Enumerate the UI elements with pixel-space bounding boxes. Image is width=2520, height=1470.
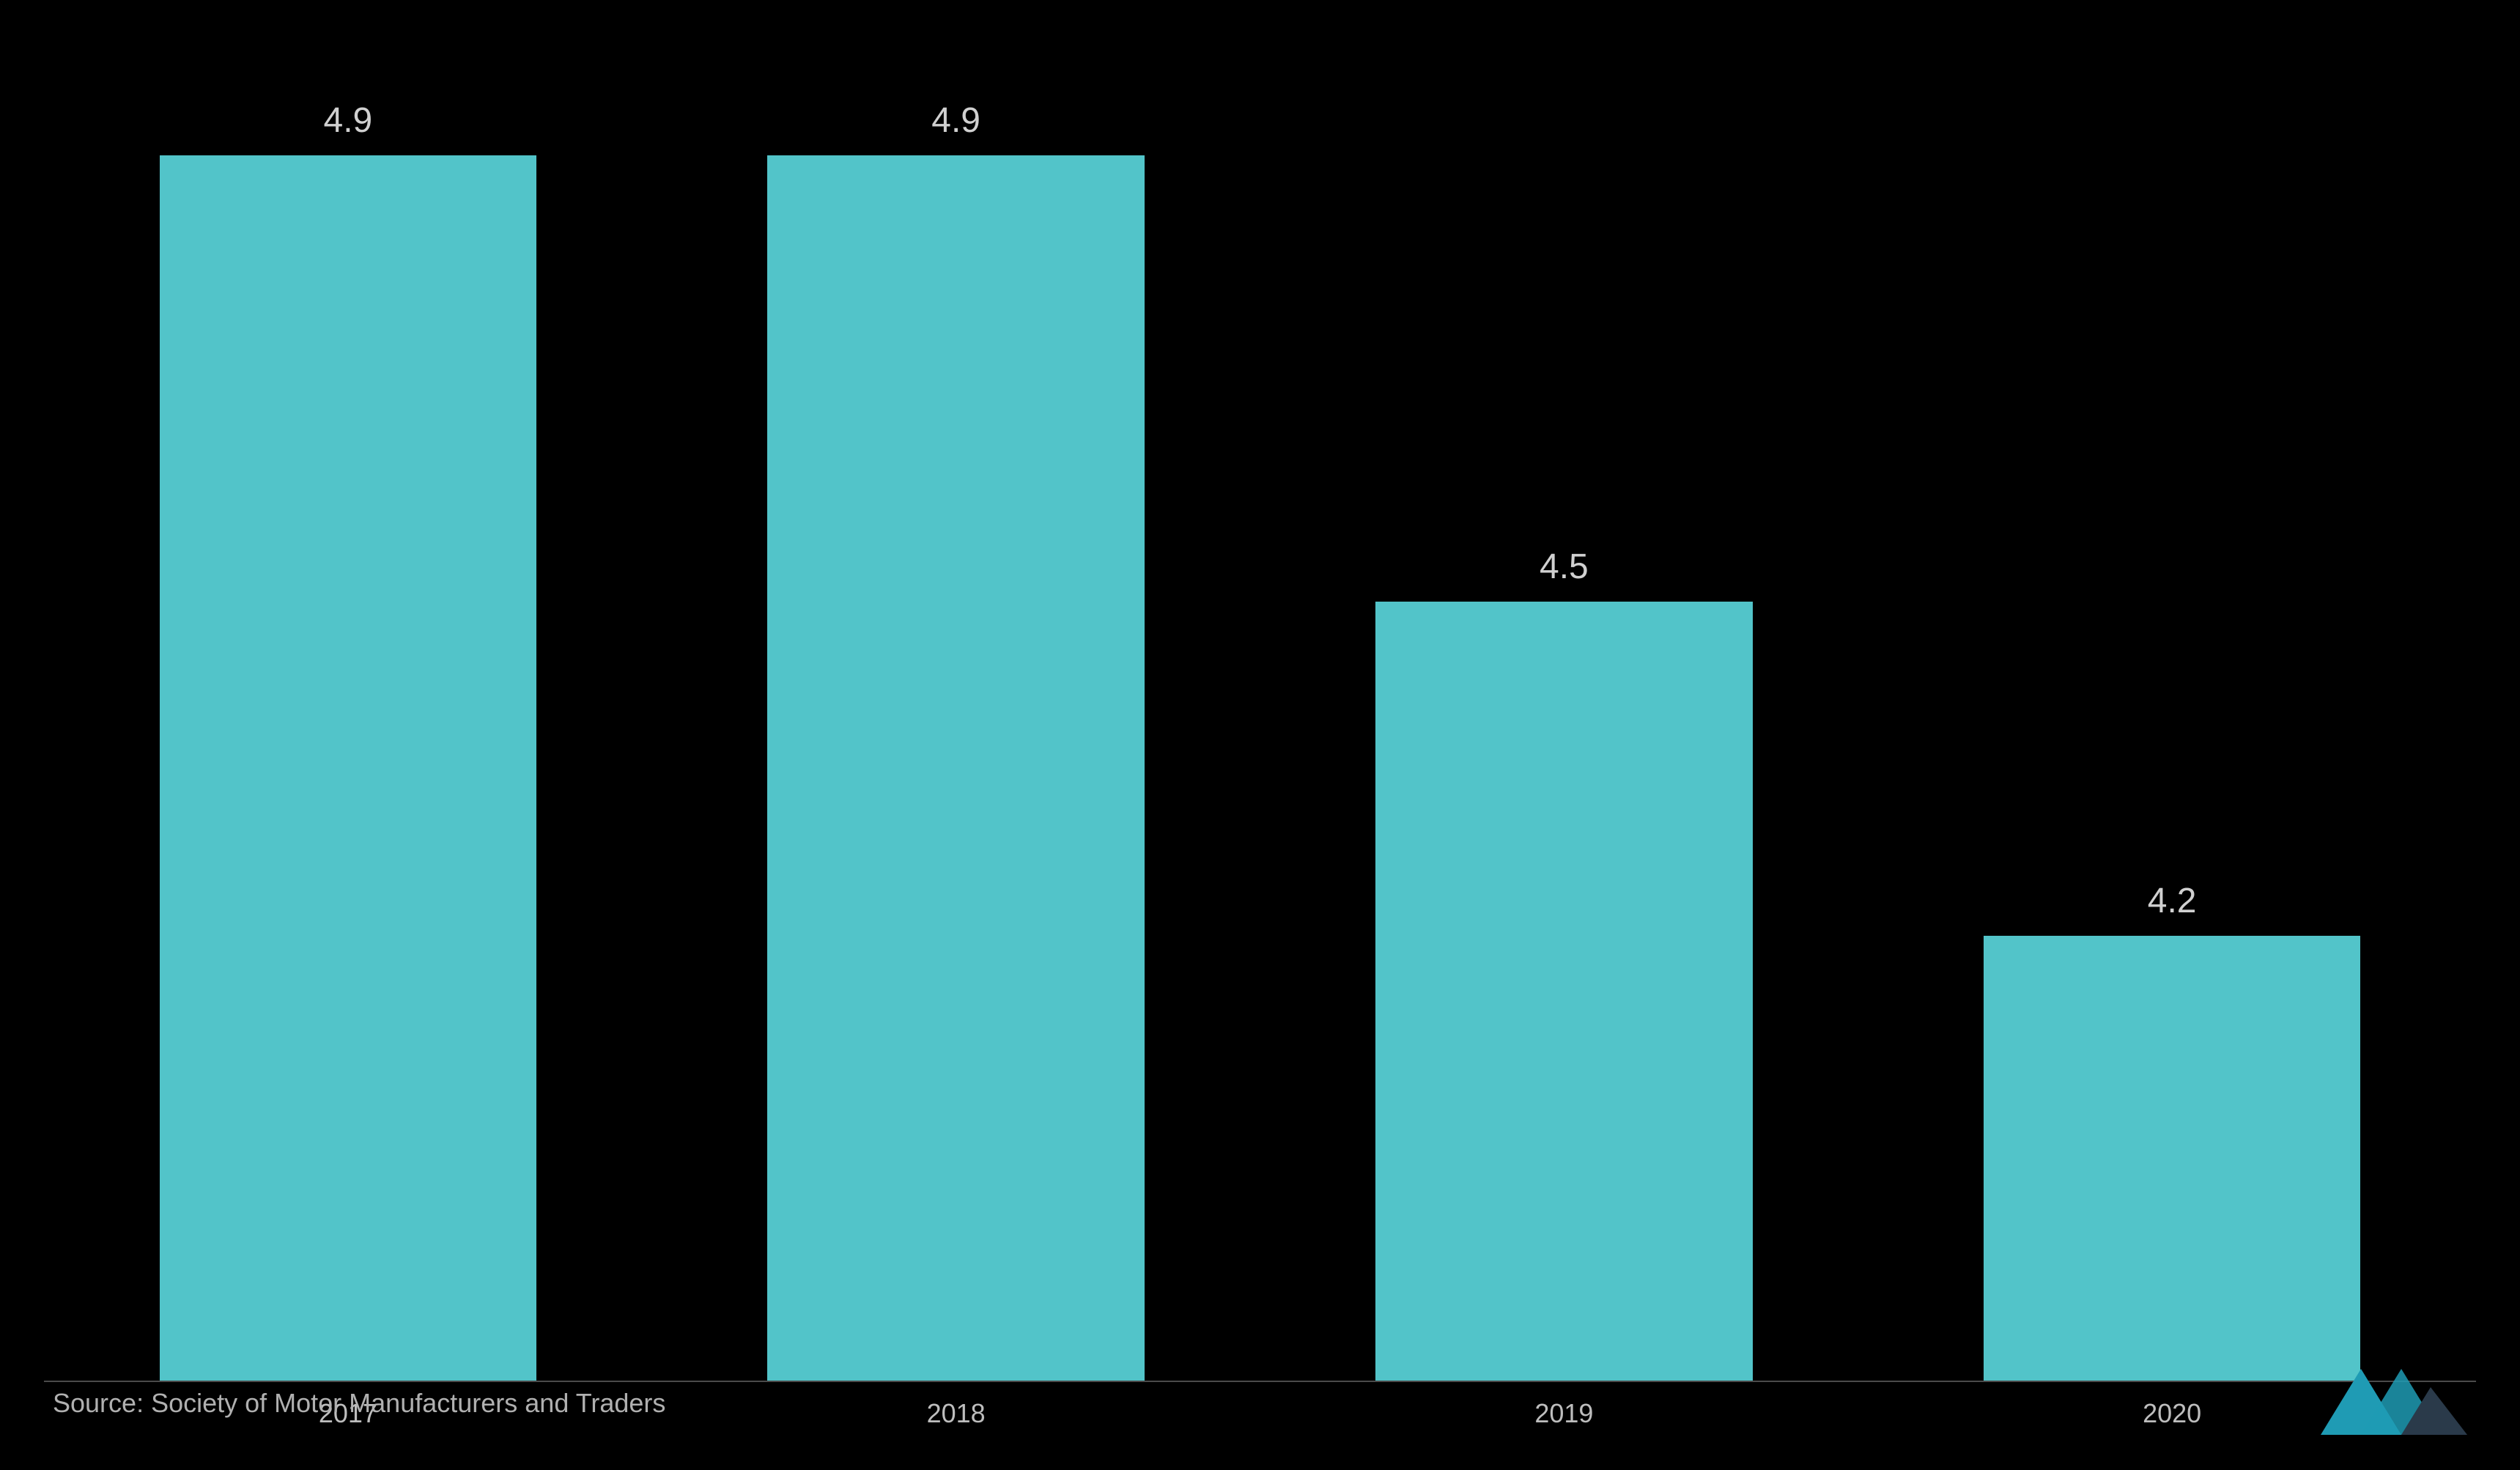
bar-slot: 4.52019 [1260, 44, 1869, 1382]
bar-category-label: 2020 [2143, 1398, 2201, 1429]
bar-value-label: 4.2 [2148, 881, 2197, 921]
bar-rect [160, 155, 536, 1382]
brand-logo [2321, 1354, 2467, 1435]
bar-value-label: 4.5 [1540, 547, 1589, 587]
bars-group: 4.920174.920184.520194.22020 [44, 44, 2476, 1382]
bar-value-label: 4.9 [324, 100, 373, 141]
bar-category-label: 2018 [927, 1398, 986, 1429]
bar-category-label: 2019 [1534, 1398, 1593, 1429]
bar-rect [767, 155, 1144, 1382]
logo-icon [2321, 1354, 2467, 1435]
chart-container: 4.920174.920184.520194.22020 [0, 0, 2520, 1470]
bar-slot: 4.92018 [652, 44, 1260, 1382]
bar-rect [1375, 602, 1752, 1382]
bar-rect [1984, 936, 2360, 1382]
bar-value-label: 4.9 [931, 100, 980, 141]
x-axis-line [44, 1381, 2476, 1382]
source-caption: Source: Society of Motor Manufacturers a… [53, 1388, 665, 1419]
bar-slot: 4.22020 [1868, 44, 2476, 1382]
bar-slot: 4.92017 [44, 44, 652, 1382]
plot-area: 4.920174.920184.520194.22020 [44, 44, 2476, 1382]
